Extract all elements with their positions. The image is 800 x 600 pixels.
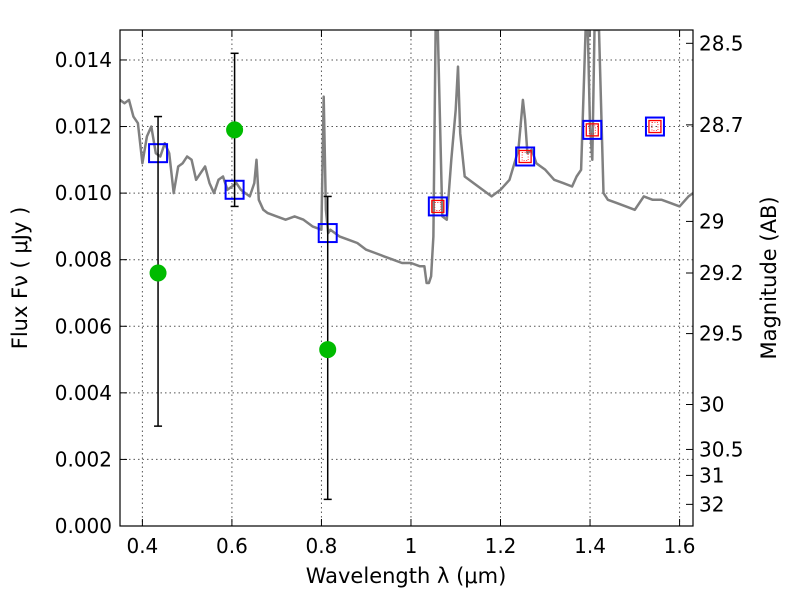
model-spectrum-line (120, 30, 693, 285)
x-tick-label: 0.8 (306, 534, 338, 558)
x-tick-label: 1.4 (574, 534, 606, 558)
y-tick-label: 0.012 (55, 115, 112, 139)
right-tick-label: 30.5 (699, 437, 744, 461)
right-tick-label: 29 (699, 209, 724, 233)
error-bars (149, 52, 337, 501)
right-tick-label: 28.5 (699, 31, 744, 55)
right-tick-label: 28.7 (699, 113, 744, 137)
observed-photometry-inner (651, 122, 659, 131)
x-tick-label: 1 (405, 534, 418, 558)
detection-point (319, 341, 337, 359)
model-photometry-square (582, 119, 603, 140)
axis-ticks: 0.4 0.6 0.8 1 1.2 1.4 1.6 0.000 0.002 0.004 0.006 0… (55, 30, 744, 558)
observed-photometry-square (585, 123, 599, 137)
y-tick-label: 0.002 (55, 447, 112, 471)
right-tick-label: 30 (699, 392, 724, 416)
y-axis-label: Flux Fν ( μJy ) (8, 207, 32, 350)
detection-point (226, 121, 244, 139)
model-photometry-square (427, 196, 448, 217)
y-tick-label: 0.000 (55, 514, 112, 538)
x-tick-label: 1.6 (664, 534, 696, 558)
y-tick-label: 0.006 (55, 314, 112, 338)
y-tick-label: 0.004 (55, 381, 112, 405)
y-tick-label: 0.014 (55, 48, 112, 72)
right-tick-label: 31 (699, 463, 724, 487)
x-tick-label: 0.4 (126, 534, 158, 558)
observed-photometry-inner (521, 152, 529, 161)
model-photometry-square (644, 116, 665, 137)
right-tick-label: 29.2 (699, 261, 744, 285)
right-tick-label: 32 (699, 492, 724, 516)
plot-frame (119, 29, 694, 527)
observed-photometry-square (431, 199, 445, 214)
observed-photometry-inner (588, 125, 596, 135)
x-tick-label: 1.2 (485, 534, 517, 558)
detection-point (149, 264, 167, 282)
x-tick-label: 0.6 (216, 534, 248, 558)
right-tick-label: 29.5 (699, 322, 744, 346)
x-axis-label: Wavelength λ (μm) (306, 564, 507, 588)
right-axis-label: Magnitude (AB) (757, 196, 781, 359)
y-tick-label: 0.010 (55, 181, 112, 205)
observed-photometry-square (518, 149, 532, 164)
observed-photometry-square (648, 119, 662, 134)
observed-photometry-inner (434, 202, 442, 211)
model-photometry-square (515, 146, 536, 167)
y-tick-label: 0.008 (55, 248, 112, 272)
